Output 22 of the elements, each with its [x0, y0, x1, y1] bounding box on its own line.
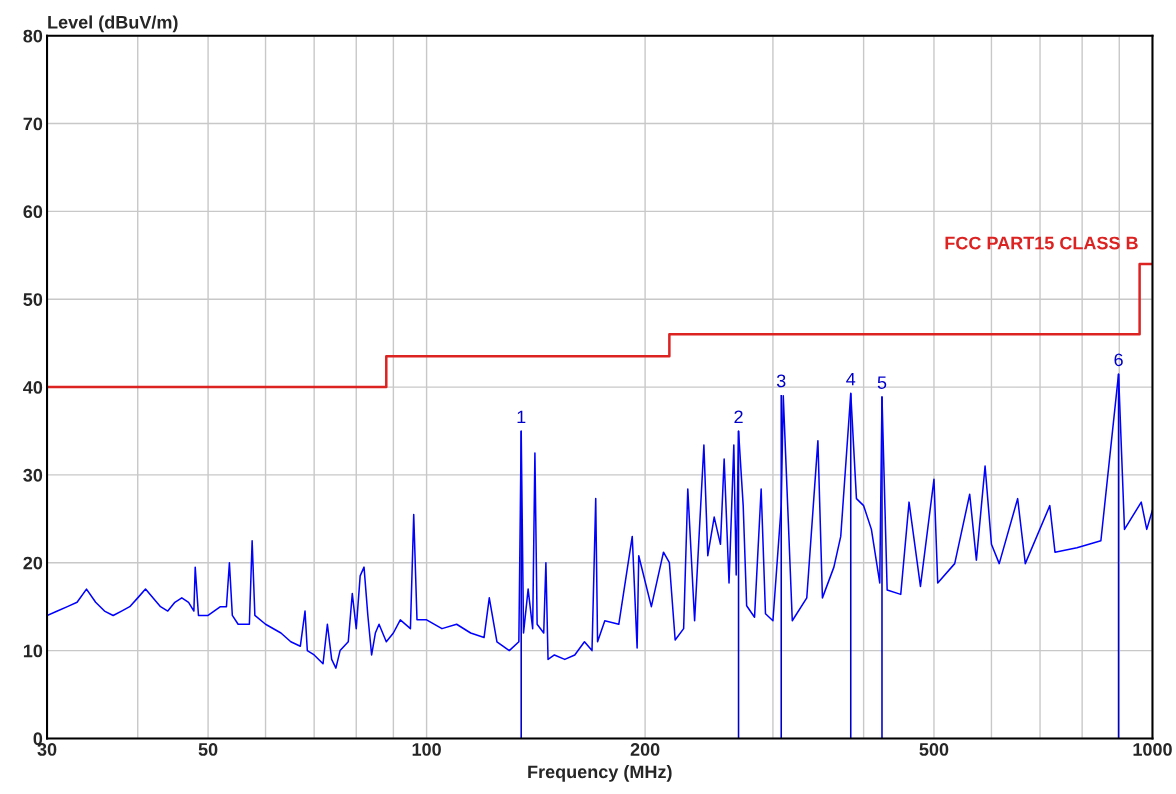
y-tick-label: 20: [23, 556, 43, 570]
y-tick-label: 60: [23, 205, 43, 219]
y-tick-label: 40: [23, 381, 43, 394]
annotation: 3: [776, 374, 786, 388]
x-tick-label: 100: [412, 743, 441, 756]
x-tick-label: 1000: [1133, 743, 1172, 756]
annotation: 6: [1114, 353, 1123, 367]
x-tick-label: 500: [919, 743, 949, 756]
y-tick-label: 50: [23, 293, 43, 306]
annotation: 1: [517, 410, 526, 424]
y-tick-label: 30: [23, 468, 43, 482]
annotation: 2: [734, 410, 743, 424]
y-tick-label: 70: [23, 117, 43, 131]
y-tick-label: 80: [23, 29, 43, 43]
annotation: 4: [846, 372, 856, 386]
y-axis-title: Level (dBuV/m): [48, 15, 178, 33]
x-tick-label: 50: [198, 743, 218, 756]
x-tick-label: 200: [630, 743, 660, 756]
series-label: FCC PART15 CLASS B: [945, 236, 1138, 250]
y-tick-label: 10: [23, 644, 43, 658]
annotation: 5: [877, 376, 887, 389]
x-axis-title: Frequency (MHz): [528, 764, 672, 782]
